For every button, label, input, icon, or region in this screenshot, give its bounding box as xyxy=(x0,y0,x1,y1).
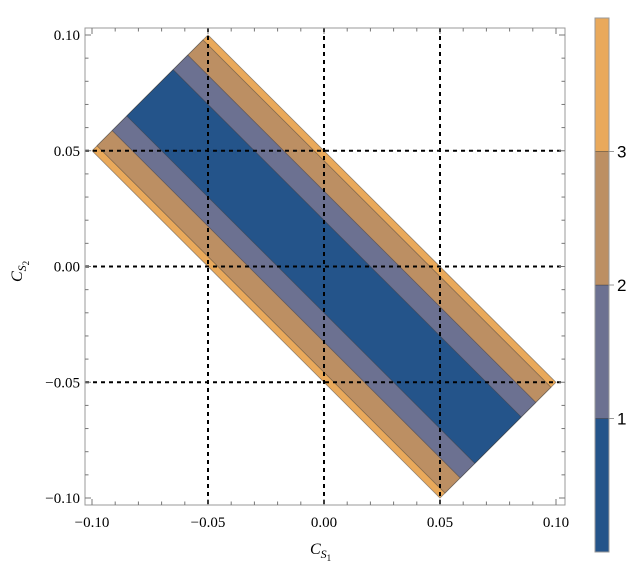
x-tick-labels: −0.10 −0.05 0.00 0.05 0.10 xyxy=(75,515,569,531)
colorbar-segment xyxy=(594,151,610,286)
y-tick-label: −0.05 xyxy=(45,375,80,391)
x-tick-label: −0.05 xyxy=(191,515,226,531)
y-axis-label: CS2 xyxy=(9,261,31,282)
colorbar-tick-label: 1 xyxy=(617,410,626,429)
x-tick-label: 0.10 xyxy=(543,515,569,531)
y-tick-label: 0.10 xyxy=(54,28,80,44)
colorbar-tick-label: 3 xyxy=(617,143,626,162)
x-tick-label: 0.05 xyxy=(427,515,453,531)
y-tick-label: −0.10 xyxy=(45,491,80,507)
x-axis-label: CS1 xyxy=(310,541,331,563)
y-tick-labels: −0.10 −0.05 0.00 0.05 0.10 xyxy=(45,28,80,507)
x-tick-label: 0.00 xyxy=(311,515,337,531)
colorbar-segment xyxy=(594,418,610,553)
x-tick-label: −0.10 xyxy=(75,515,110,531)
y-tick-label: 0.00 xyxy=(54,260,80,276)
grid-lines xyxy=(85,28,565,505)
colorbar-segment xyxy=(594,284,610,419)
contour-band-0-1 xyxy=(126,69,522,464)
axis-ticks xyxy=(85,28,565,505)
colorbar-tick-label: 2 xyxy=(617,276,626,295)
colorbar-segment xyxy=(594,17,610,152)
y-tick-label: 0.05 xyxy=(54,144,80,160)
colorbar: 1 2 3 xyxy=(594,17,626,553)
